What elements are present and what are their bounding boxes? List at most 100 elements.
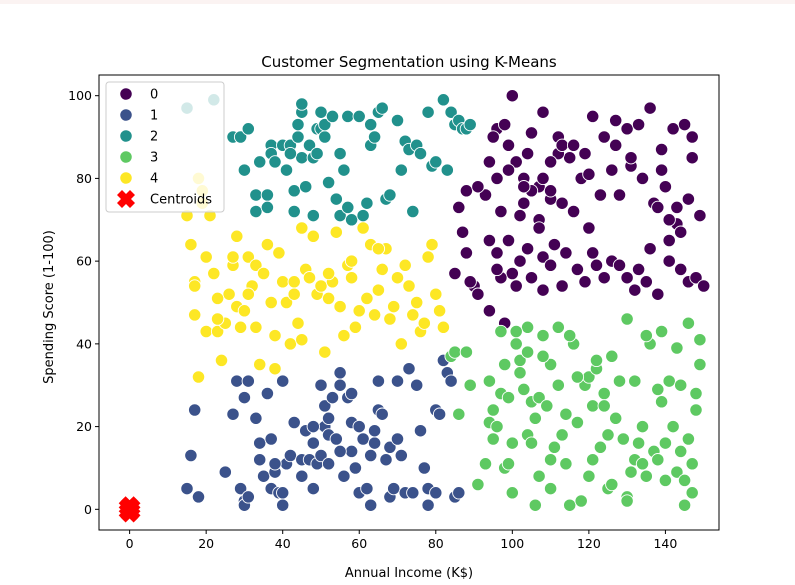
cluster-0-point-33	[513, 208, 527, 223]
cluster-0-point-55	[582, 221, 596, 235]
cluster-0-point-12	[631, 117, 646, 132]
cluster-0-point-60	[490, 246, 504, 260]
cluster-4-point-76	[226, 250, 240, 264]
cluster-3-point-31	[543, 453, 558, 467]
cluster-0-point-47	[658, 180, 673, 194]
cluster-4-point-24	[256, 266, 271, 281]
cluster-0-point-79	[651, 287, 665, 301]
cluster-0-point-16	[677, 117, 692, 132]
cluster-0-point-61	[501, 233, 516, 248]
legend-marker-1	[119, 108, 133, 122]
cluster-3-point-47	[597, 386, 611, 401]
cluster-2-point-13	[279, 163, 294, 177]
cluster-0-point-92	[536, 283, 550, 297]
cluster-0-point-53	[543, 184, 558, 198]
cluster-4-point-56	[375, 262, 389, 277]
cluster-1-point-71	[429, 486, 443, 500]
cluster-0-point-80	[662, 254, 676, 268]
cluster-2-point-5	[249, 188, 263, 202]
cluster-3-point-86	[589, 353, 604, 368]
cluster-3-point-17	[505, 436, 519, 450]
cluster-2-point-68	[310, 146, 324, 161]
cluster-4-point-31	[279, 295, 294, 310]
cluster-4-point-80	[344, 254, 359, 268]
cluster-1-point-14	[253, 436, 267, 450]
cluster-4-point-33	[287, 275, 301, 289]
centroid-layer	[118, 496, 141, 523]
cluster-1-point-32	[306, 481, 320, 496]
cluster-2-point-30	[321, 175, 336, 190]
cluster-4-point-27	[268, 328, 282, 343]
cluster-3-point-35	[559, 407, 573, 421]
x-tick-label: 20	[198, 536, 214, 551]
cluster-0-point-41	[593, 188, 608, 202]
cluster-1-point-86	[306, 419, 320, 434]
cluster-2-point-41	[360, 196, 374, 210]
cluster-0-point-109	[654, 163, 669, 177]
cluster-3-point-5	[471, 477, 485, 492]
cluster-3-point-78	[693, 357, 707, 372]
cluster-3-point-43	[586, 399, 600, 413]
cluster-3-point-84	[620, 312, 634, 326]
cluster-4-point-55	[371, 283, 386, 297]
cluster-2-point-34	[333, 146, 347, 161]
cluster-2-point-58	[429, 155, 443, 169]
cluster-1-point-23	[276, 498, 290, 512]
cluster-3-point-103	[494, 324, 508, 339]
cluster-0-point-104	[486, 130, 500, 144]
cluster-2-point-23	[302, 138, 317, 152]
cluster-0-point-23	[501, 163, 516, 177]
cluster-4-point-1	[184, 237, 198, 252]
cluster-4-point-72	[436, 320, 451, 334]
cluster-1-point-35	[318, 399, 332, 413]
legend-marker-centroids	[117, 190, 135, 208]
cluster-4-point-35	[295, 333, 309, 347]
cluster-2-point-69	[253, 155, 267, 169]
cluster-2-point-70	[237, 163, 252, 177]
cluster-1-point-70	[421, 498, 435, 512]
cluster-1-point-24	[276, 374, 290, 388]
cluster-4-point-84	[210, 312, 225, 326]
cluster-3-point-66	[658, 436, 673, 450]
legend-marker-4	[119, 171, 133, 185]
cluster-4-point-77	[241, 287, 255, 301]
cluster-2-point-61	[444, 105, 458, 119]
cluster-0-point-62	[513, 254, 527, 268]
cluster-1-point-2	[188, 403, 202, 417]
cluster-0-point-8	[586, 109, 600, 124]
cluster-3-point-95	[543, 481, 558, 496]
cluster-4-point-50	[352, 304, 366, 318]
cluster-2-point-48	[383, 188, 397, 202]
cluster-0-point-49	[681, 192, 696, 206]
legend-label-1: 1	[150, 109, 158, 124]
cluster-3-point-82	[654, 324, 669, 339]
cluster-3-point-80	[681, 316, 696, 330]
cluster-1-point-46	[344, 386, 359, 401]
cluster-4-point-28	[268, 362, 282, 376]
y-tick-label: 0	[84, 502, 92, 517]
cluster-4-point-4	[191, 370, 206, 384]
cluster-0-point-90	[578, 275, 592, 289]
cluster-0-point-106	[578, 146, 592, 161]
cluster-1-point-83	[314, 378, 328, 392]
cluster-0-point-95	[490, 262, 504, 277]
cluster-0-point-84	[697, 279, 711, 293]
cluster-2-point-60	[440, 163, 454, 177]
cluster-4-point-54	[367, 308, 382, 322]
cluster-1-point-57	[379, 453, 393, 467]
cluster-4-point-40	[314, 279, 328, 293]
cluster-0-point-66	[536, 250, 550, 264]
cluster-4-point-16	[230, 229, 244, 243]
cluster-3-point-40	[574, 494, 588, 508]
cluster-3-point-102	[513, 366, 527, 380]
cluster-3-point-87	[570, 370, 585, 384]
cluster-0-point-24	[490, 171, 504, 186]
cluster-0-point-102	[536, 171, 550, 186]
window-top-strip	[0, 0, 795, 4]
cluster-1-point-5	[226, 407, 240, 421]
cluster-1-point-3	[191, 490, 206, 504]
cluster-2-point-33	[333, 208, 347, 223]
cluster-3-point-10	[486, 432, 500, 446]
cluster-4-point-65	[410, 295, 424, 310]
cluster-0-point-103	[501, 138, 516, 152]
